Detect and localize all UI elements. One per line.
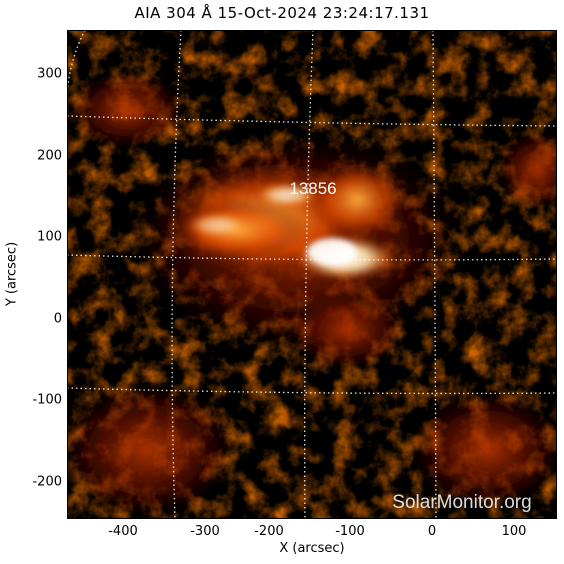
y-axis-label: Y (arcsec) [4, 241, 20, 307]
x-tick-label: 100 [501, 524, 527, 539]
plot-frame [67, 30, 557, 519]
y-tick-label: 100 [37, 229, 62, 245]
x-axis-label: X (arcsec) [279, 541, 345, 556]
y-tick-label: 0 [53, 311, 62, 327]
active-region-label: 13856 [289, 179, 336, 198]
solar-image-panel: 13856 SolarMonitor.org [67, 30, 557, 519]
y-tick-label: -100 [32, 392, 62, 408]
x-tick-label: -100 [335, 524, 365, 539]
x-tick-label: -300 [190, 524, 220, 539]
y-tick-label: 200 [37, 148, 62, 164]
aia-304-image: 13856 SolarMonitor.org [67, 30, 557, 519]
y-tick-label: -200 [32, 474, 62, 490]
image-title: AIA 304 Å 15-Oct-2024 23:24:17.131 [134, 4, 430, 22]
heliographic-grid [67, 30, 557, 519]
flare-kernel [187, 183, 393, 280]
x-tick-label: 0 [427, 524, 437, 539]
plage-regions [67, 70, 557, 519]
x-tick-label: -400 [108, 524, 138, 539]
x-tick-label: -200 [254, 524, 284, 539]
watermark: SolarMonitor.org [392, 492, 531, 513]
y-tick-label: 300 [37, 66, 62, 82]
